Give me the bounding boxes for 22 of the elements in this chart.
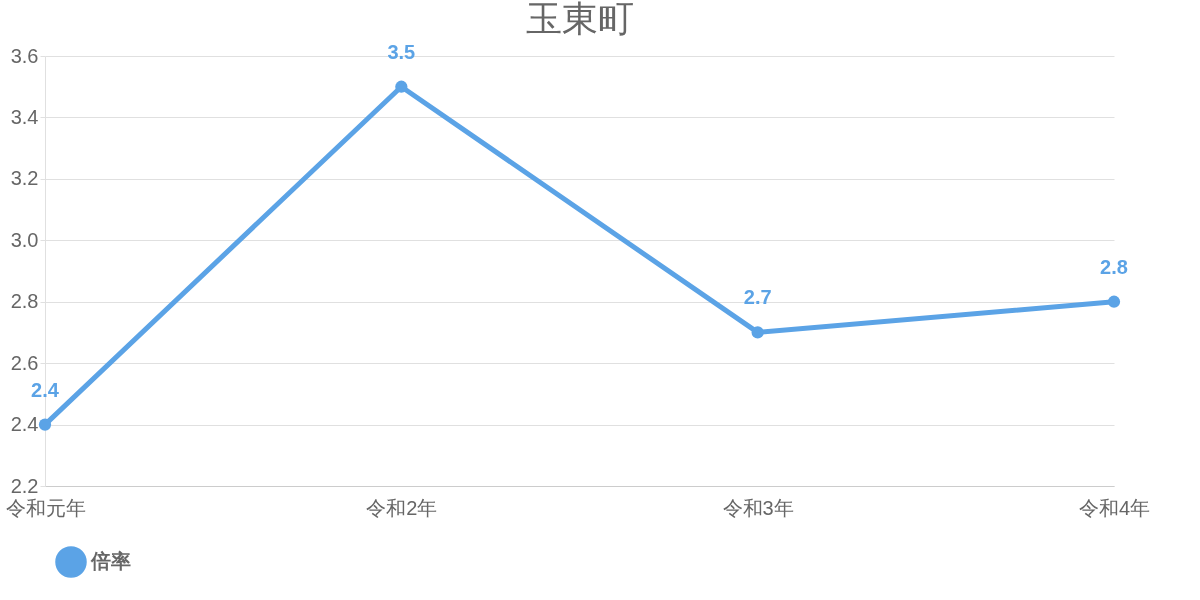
- y-tick-label: 2.6: [10, 351, 39, 374]
- data-label: 2.7: [743, 286, 772, 309]
- y-tick-label: 2.8: [10, 290, 39, 313]
- point: [1107, 295, 1121, 308]
- chart-title: 玉東町: [525, 0, 634, 39]
- y-tick-label: 2.2: [10, 474, 39, 497]
- y-tick-label: 3.4: [10, 105, 39, 128]
- y-tick-label: 3.2: [10, 167, 39, 190]
- x-tick-label: 令和元年: [5, 496, 86, 519]
- point: [751, 326, 764, 339]
- y-tick-label: 2.4: [10, 413, 39, 436]
- data-label: 3.5: [387, 40, 416, 63]
- legend-label: 倍率: [90, 550, 131, 572]
- x-tick-label: 令和4年: [1078, 496, 1151, 519]
- x-tick-label: 令和2年: [366, 496, 438, 519]
- x-tick-label: 令和3年: [722, 496, 794, 519]
- data-label: 2.8: [1100, 255, 1128, 278]
- data-label: 2.4: [31, 378, 60, 401]
- point: [38, 418, 52, 431]
- y-tick-label: 3.6: [10, 44, 39, 67]
- y-tick-label: 3.0: [10, 228, 39, 251]
- point: [395, 80, 408, 93]
